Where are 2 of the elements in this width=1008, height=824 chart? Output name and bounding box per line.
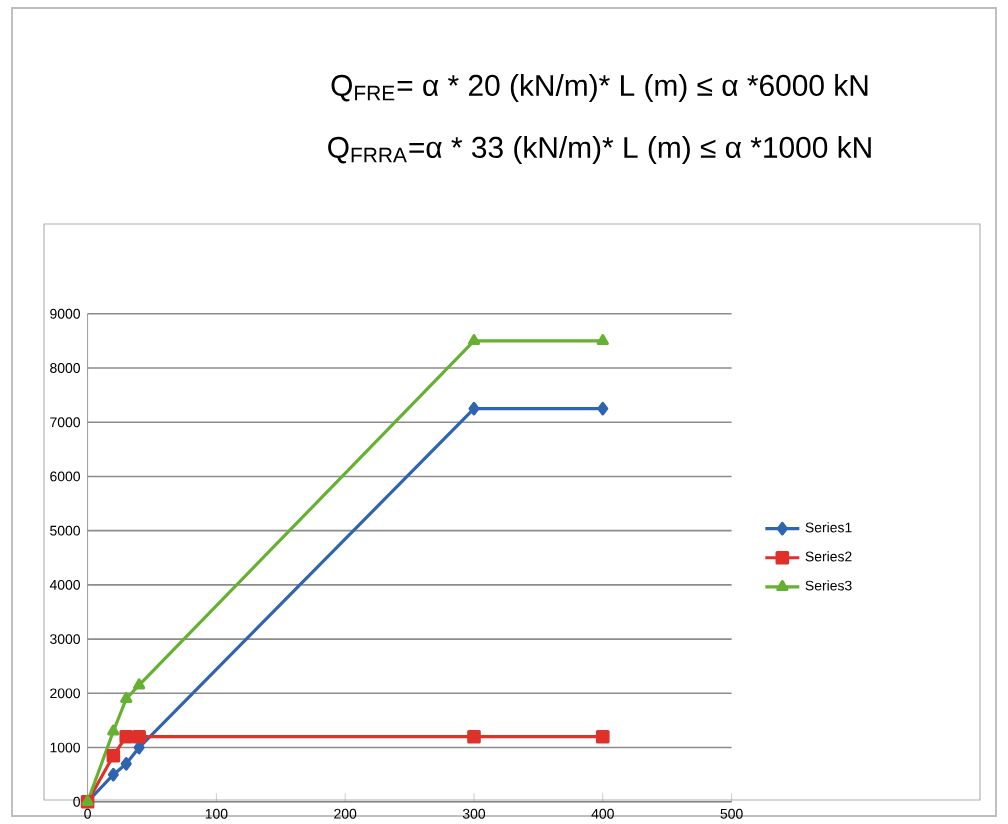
chart-subtitle: Q$_{FRRA}$=α * 33 (kN/m)* L (m) ≤ α *1000 kN bbox=[328, 136, 871, 164]
chart-title: Q$_{FRE}$= α * 20 (kN/m)* L (m) ≤ α *6000 kN bbox=[331, 74, 868, 102]
